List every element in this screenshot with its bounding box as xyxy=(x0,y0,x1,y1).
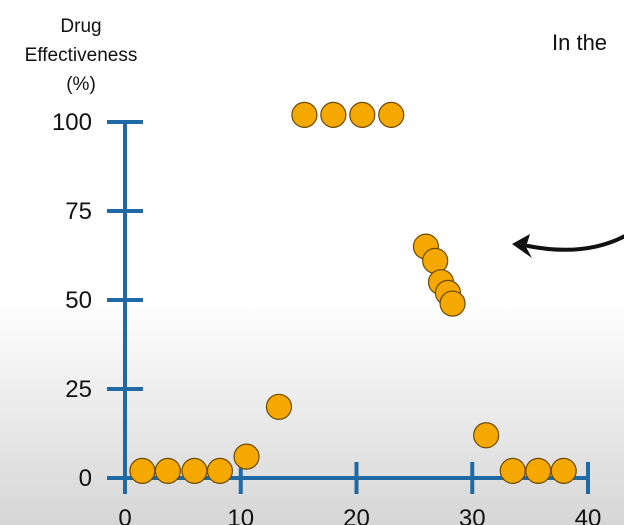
y-axis-label-line-2: Effectiveness xyxy=(24,45,138,66)
data-point xyxy=(291,101,318,128)
data-point xyxy=(499,457,526,484)
data-point xyxy=(378,101,405,128)
x-tick-label: 0 xyxy=(118,505,131,525)
data-point xyxy=(320,101,347,128)
data-point xyxy=(525,457,552,484)
y-tick-label: 100 xyxy=(52,109,92,136)
x-tick-label: 10 xyxy=(227,505,254,525)
annotation-text: In the xyxy=(552,30,608,55)
y-tick-label: 50 xyxy=(65,287,92,314)
arrow-head xyxy=(512,234,532,258)
x-tick-label: 30 xyxy=(459,505,486,525)
data-point xyxy=(550,457,577,484)
y-axis-label-line-3: (%) xyxy=(66,74,96,95)
data-point xyxy=(439,290,466,317)
y-axis-label-line-1: Drug xyxy=(60,16,102,37)
data-point xyxy=(233,443,260,470)
data-point xyxy=(265,393,293,420)
data-point xyxy=(129,457,156,484)
data-point xyxy=(154,457,181,484)
x-tick-label: 20 xyxy=(343,505,370,525)
data-point xyxy=(181,457,208,484)
data-point xyxy=(473,422,500,449)
y-tick-label: 75 xyxy=(65,198,92,225)
y-tick-label: 25 xyxy=(65,376,92,403)
arrow-line xyxy=(526,234,624,252)
y-tick-label: 0 xyxy=(79,465,92,492)
x-tick-label: 40 xyxy=(575,505,602,525)
data-point xyxy=(206,457,234,484)
data-point xyxy=(349,101,376,128)
